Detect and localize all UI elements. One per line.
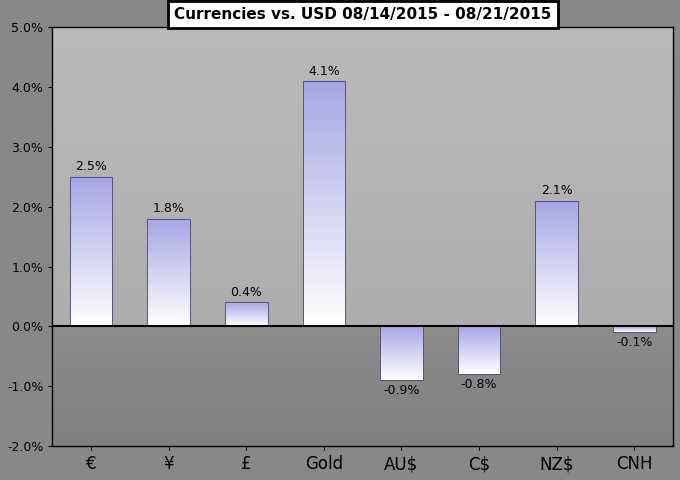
Bar [225,302,268,326]
Bar [613,326,656,332]
Bar [535,201,578,326]
Title: Currencies vs. USD 08/14/2015 - 08/21/2015: Currencies vs. USD 08/14/2015 - 08/21/20… [174,7,551,22]
Text: 2.1%: 2.1% [541,184,573,197]
Text: 1.8%: 1.8% [153,202,185,215]
Bar [380,326,423,380]
Text: 2.5%: 2.5% [75,160,107,173]
Bar [70,177,112,326]
Text: 0.4%: 0.4% [231,286,262,299]
Text: -0.1%: -0.1% [616,336,652,349]
Bar [458,326,500,374]
Text: -0.8%: -0.8% [461,378,497,391]
Text: 4.1%: 4.1% [308,64,340,78]
Bar [148,219,190,326]
Bar [303,81,345,326]
Text: -0.9%: -0.9% [384,384,420,397]
